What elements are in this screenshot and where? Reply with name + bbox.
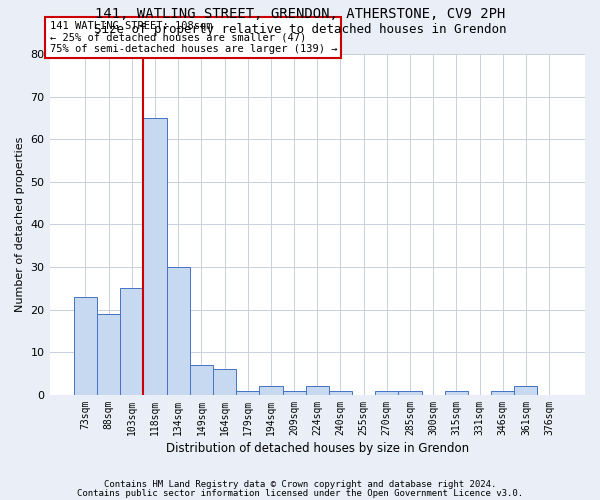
X-axis label: Distribution of detached houses by size in Grendon: Distribution of detached houses by size … [166, 442, 469, 455]
Bar [259, 386, 283, 395]
Bar [167, 267, 190, 395]
Bar [74, 297, 97, 395]
Bar [236, 390, 259, 395]
Bar [213, 370, 236, 395]
Y-axis label: Number of detached properties: Number of detached properties [15, 137, 25, 312]
Bar [97, 314, 120, 395]
Bar [375, 390, 398, 395]
Text: Size of property relative to detached houses in Grendon: Size of property relative to detached ho… [94, 22, 506, 36]
Bar [445, 390, 468, 395]
Bar [143, 118, 167, 395]
Bar [491, 390, 514, 395]
Text: 141, WATLING STREET, GRENDON, ATHERSTONE, CV9 2PH: 141, WATLING STREET, GRENDON, ATHERSTONE… [95, 8, 505, 22]
Bar [329, 390, 352, 395]
Text: 141 WATLING STREET: 108sqm
← 25% of detached houses are smaller (47)
75% of semi: 141 WATLING STREET: 108sqm ← 25% of deta… [50, 21, 337, 54]
Bar [305, 386, 329, 395]
Bar [190, 365, 213, 395]
Bar [283, 390, 305, 395]
Bar [514, 386, 538, 395]
Bar [120, 288, 143, 395]
Text: Contains public sector information licensed under the Open Government Licence v3: Contains public sector information licen… [77, 490, 523, 498]
Bar [398, 390, 422, 395]
Text: Contains HM Land Registry data © Crown copyright and database right 2024.: Contains HM Land Registry data © Crown c… [104, 480, 496, 489]
